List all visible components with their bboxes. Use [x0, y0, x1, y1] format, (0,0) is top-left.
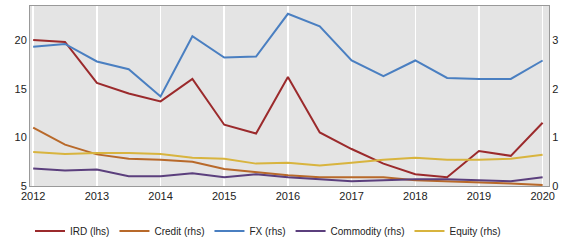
svg-text:1: 1 — [552, 131, 558, 143]
svg-text:15: 15 — [15, 83, 27, 95]
svg-text:5: 5 — [21, 180, 27, 192]
svg-text:2013: 2013 — [85, 190, 109, 202]
svg-text:2015: 2015 — [212, 190, 236, 202]
svg-text:2017: 2017 — [339, 190, 363, 202]
svg-text:2014: 2014 — [148, 190, 172, 202]
svg-text:2012: 2012 — [21, 190, 45, 202]
svg-text:IRD (lhs): IRD (lhs) — [70, 226, 109, 237]
svg-text:0: 0 — [552, 180, 558, 192]
svg-text:10: 10 — [15, 131, 27, 143]
svg-text:Equity (rhs): Equity (rhs) — [449, 226, 500, 237]
svg-text:2019: 2019 — [467, 190, 491, 202]
svg-text:3: 3 — [552, 34, 558, 46]
svg-text:2: 2 — [552, 83, 558, 95]
svg-text:Credit (rhs): Credit (rhs) — [154, 226, 204, 237]
svg-text:2016: 2016 — [276, 190, 300, 202]
svg-text:Commodity (rhs): Commodity (rhs) — [331, 226, 405, 237]
svg-text:FX (rhs): FX (rhs) — [249, 226, 285, 237]
svg-text:2020: 2020 — [530, 190, 554, 202]
svg-text:20: 20 — [15, 34, 27, 46]
svg-text:2018: 2018 — [403, 190, 427, 202]
